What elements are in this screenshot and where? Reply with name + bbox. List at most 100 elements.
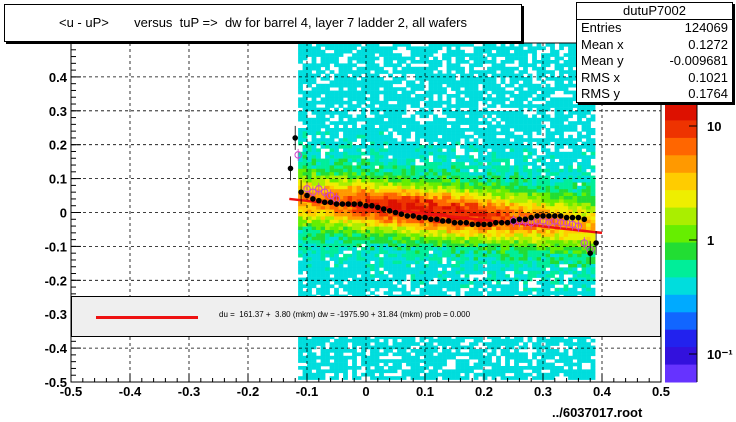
x-tick-label: -0.3: [178, 384, 200, 399]
profile-black-point: [363, 202, 369, 209]
profile-black-point: [327, 199, 334, 206]
x-tick-label: 0.3: [534, 384, 552, 399]
profile-magenta-point: [315, 185, 323, 193]
y-tick-label: 0.4: [49, 70, 68, 85]
y-tick-label: -0.2: [45, 273, 67, 288]
profile-black-point: [552, 213, 558, 219]
profile-black-point: [593, 240, 599, 246]
fit-legend: du = 161.37 + 3.80 (mkm) dw = -1975.90 +…: [71, 296, 661, 337]
stats-label: Mean x: [581, 36, 624, 52]
x-tick-label: 0.5: [652, 384, 670, 399]
x-tick-label: 0.2: [475, 384, 493, 399]
profile-black-point: [410, 213, 417, 219]
x-tick-label: -0.4: [119, 384, 142, 399]
stats-label: RMS y: [581, 86, 620, 101]
profile-black-point: [287, 165, 294, 172]
profile-black-point: [386, 208, 393, 214]
profile-black-point: [298, 189, 304, 195]
profile-black-point: [404, 213, 411, 219]
profile-black-point: [575, 214, 582, 221]
x-tick-label: 0.4: [593, 384, 612, 399]
y-tick-label: 0.1: [49, 172, 67, 187]
profile-black-point: [581, 216, 588, 223]
profile-black-point: [510, 218, 517, 224]
y-tick-label: 0.2: [49, 138, 67, 153]
stats-value: 0.1764: [688, 86, 728, 101]
profile-black-point: [316, 197, 322, 204]
profile-black-point: [569, 214, 576, 221]
stats-row-rms-y: RMS y 0.1764: [577, 86, 732, 103]
profile-black-point: [439, 218, 446, 224]
stats-name: dutuP7002: [577, 3, 732, 20]
profile-layer: [287, 125, 599, 266]
stats-value: 124069: [684, 20, 728, 35]
stats-row-mean-y: Mean y -0.009681: [577, 53, 732, 70]
y-tick-label: -0.5: [45, 375, 67, 390]
profile-black-point: [380, 206, 387, 212]
fit-legend-line: [96, 316, 198, 319]
profile-black-point: [534, 213, 540, 219]
y-tick-label: 0: [60, 206, 67, 221]
profile-black-point: [375, 204, 381, 211]
z-tick-label: 10: [707, 119, 721, 134]
profile-black-point: [321, 199, 328, 206]
profile-black-point: [345, 201, 352, 207]
x-tick-label: -0.5: [60, 384, 82, 399]
profile-black-point: [451, 219, 458, 226]
profile-magenta-point: [326, 191, 335, 200]
profile-black-point: [540, 213, 546, 219]
profile-black-point: [428, 216, 434, 223]
profile-black-point: [392, 209, 399, 216]
profile-black-point: [457, 219, 464, 226]
profile-black-point: [528, 214, 534, 221]
stats-value: -0.009681: [669, 53, 728, 68]
profile-black-point: [463, 219, 470, 226]
profile-black-point: [516, 216, 523, 223]
axis-ticks: -0.5 -0.4 -0.3 -0.2 -0.1 0 0.1 0.2 0.3 0.4 0.5 -0.5…: [45, 42, 670, 399]
profile-black-point: [498, 219, 505, 226]
profile-black-point: [416, 214, 422, 221]
x-tick-label: -0.2: [237, 384, 259, 399]
profile-black-point: [563, 214, 570, 221]
color-scale: 10 1 10⁻¹: [665, 103, 733, 383]
stats-row-entries: Entries 124069: [577, 20, 732, 37]
stats-label: Mean y: [581, 53, 624, 68]
chart-title: <u - uP> versus tuP => dw for barrel 4, …: [4, 4, 522, 42]
profile-black-point: [587, 250, 593, 256]
profile-black-point: [351, 201, 358, 207]
profile-black-point: [475, 221, 481, 228]
profile-black-point: [487, 221, 493, 228]
x-tick-label: 0: [362, 384, 369, 399]
profile-black-point: [434, 216, 440, 223]
y-tick-label: 0.3: [49, 104, 67, 119]
x-tick-label: 0.1: [416, 384, 434, 399]
profile-black-point: [304, 192, 310, 199]
profile-black-point: [422, 214, 428, 221]
profile-magenta-point: [303, 185, 311, 193]
profile-black-point: [557, 213, 564, 219]
stats-label: Entries: [581, 20, 622, 35]
stats-value: 0.1021: [688, 69, 728, 85]
profile-black-point: [445, 218, 452, 224]
profile-magenta-point: [294, 151, 302, 159]
profile-black-point: [292, 135, 299, 141]
z-tick-label: 10⁻¹: [707, 347, 733, 362]
profile-magenta-point: [580, 239, 588, 247]
profile-magenta-point: [321, 188, 329, 196]
profile-black-point: [339, 201, 346, 207]
stats-value: 0.1272: [688, 36, 728, 52]
stats-label: RMS x: [581, 69, 620, 85]
profile-black-point: [333, 201, 340, 207]
y-tick-label: -0.1: [45, 239, 67, 254]
profile-magenta-point: [309, 188, 317, 196]
profile-magenta-point: [574, 222, 583, 230]
profile-black-point: [357, 201, 363, 207]
stats-row-rms-x: RMS x 0.1021: [577, 70, 732, 87]
profile-black-point: [481, 221, 487, 228]
file-name: ../6037017.root: [552, 405, 643, 420]
profile-black-point: [504, 219, 511, 226]
stats-row-mean-x: Mean x 0.1272: [577, 37, 732, 54]
profile-black-point: [310, 196, 316, 202]
profile-magenta-point: [557, 218, 565, 227]
profile-black-point: [469, 221, 476, 228]
